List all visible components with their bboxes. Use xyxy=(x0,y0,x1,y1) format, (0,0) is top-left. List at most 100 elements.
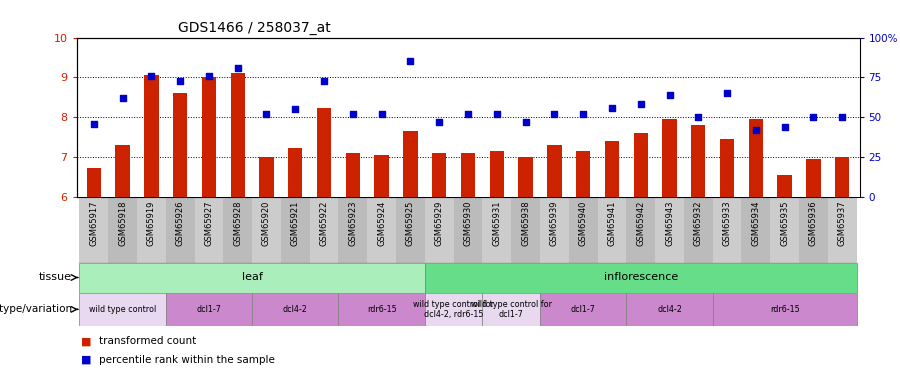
Text: GSM65939: GSM65939 xyxy=(550,200,559,246)
Bar xyxy=(403,131,418,197)
Bar xyxy=(511,197,540,262)
Bar xyxy=(770,197,799,262)
Text: tissue: tissue xyxy=(39,273,72,282)
Text: GSM65917: GSM65917 xyxy=(89,200,98,246)
Point xyxy=(374,111,389,117)
Text: GDS1466 / 258037_at: GDS1466 / 258037_at xyxy=(178,21,331,35)
Point xyxy=(86,121,101,127)
Text: wild type control for
dcl1-7: wild type control for dcl1-7 xyxy=(471,300,552,319)
Text: ■: ■ xyxy=(81,336,92,346)
Text: rdr6-15: rdr6-15 xyxy=(770,305,799,314)
Bar xyxy=(79,197,108,262)
Bar xyxy=(425,262,857,292)
Bar xyxy=(482,292,540,326)
Bar xyxy=(230,74,245,197)
Text: GSM65921: GSM65921 xyxy=(291,200,300,246)
Text: GSM65928: GSM65928 xyxy=(233,200,242,246)
Text: GSM65924: GSM65924 xyxy=(377,200,386,246)
Text: GSM65941: GSM65941 xyxy=(608,200,616,246)
Bar xyxy=(252,197,281,262)
Bar xyxy=(749,119,763,197)
Text: GSM65920: GSM65920 xyxy=(262,200,271,246)
Text: dcl1-7: dcl1-7 xyxy=(196,305,221,314)
Text: genotype/variation: genotype/variation xyxy=(0,304,72,314)
Bar xyxy=(742,197,770,262)
Point xyxy=(490,111,504,117)
Point xyxy=(662,92,677,98)
Text: GSM65942: GSM65942 xyxy=(636,200,645,246)
Text: rdr6-15: rdr6-15 xyxy=(367,305,397,314)
Bar xyxy=(374,155,389,197)
Bar xyxy=(828,197,857,262)
Text: leaf: leaf xyxy=(242,273,263,282)
Point xyxy=(173,78,187,84)
Text: GSM65932: GSM65932 xyxy=(694,200,703,246)
Bar xyxy=(799,197,828,262)
Bar xyxy=(569,197,598,262)
Point xyxy=(432,119,446,125)
Bar xyxy=(288,148,302,197)
Point xyxy=(346,111,360,117)
Bar xyxy=(691,125,706,197)
Text: dcl1-7: dcl1-7 xyxy=(571,305,596,314)
Point xyxy=(576,111,590,117)
Text: GSM65922: GSM65922 xyxy=(320,200,328,246)
Bar xyxy=(540,292,626,326)
Bar xyxy=(598,197,626,262)
Text: GSM65936: GSM65936 xyxy=(809,200,818,246)
Text: GSM65930: GSM65930 xyxy=(464,200,472,246)
Bar xyxy=(576,151,590,197)
Bar xyxy=(540,197,569,262)
Bar xyxy=(518,157,533,197)
Bar xyxy=(310,197,338,262)
Bar xyxy=(626,197,655,262)
Point xyxy=(144,73,158,79)
Point xyxy=(288,106,302,112)
Point xyxy=(749,127,763,133)
Text: ■: ■ xyxy=(81,355,92,365)
Bar xyxy=(634,133,648,197)
Text: wild type control for
dcl4-2, rdr6-15: wild type control for dcl4-2, rdr6-15 xyxy=(413,300,494,319)
Bar xyxy=(720,139,734,197)
Bar xyxy=(713,197,742,262)
Bar xyxy=(432,153,446,197)
Text: GSM65927: GSM65927 xyxy=(204,200,213,246)
Bar xyxy=(605,141,619,197)
Text: GSM65937: GSM65937 xyxy=(838,200,847,246)
Bar xyxy=(662,119,677,197)
Text: GSM65919: GSM65919 xyxy=(147,200,156,246)
Text: inflorescence: inflorescence xyxy=(604,273,678,282)
Point xyxy=(259,111,274,117)
Bar xyxy=(655,197,684,262)
Point xyxy=(835,114,850,120)
Text: GSM65926: GSM65926 xyxy=(176,200,184,246)
Bar xyxy=(86,168,101,197)
Bar xyxy=(259,157,274,197)
Text: percentile rank within the sample: percentile rank within the sample xyxy=(99,355,274,365)
Bar xyxy=(396,197,425,262)
Text: GSM65935: GSM65935 xyxy=(780,200,789,246)
Bar xyxy=(490,151,504,197)
Text: GSM65925: GSM65925 xyxy=(406,200,415,246)
Text: GSM65918: GSM65918 xyxy=(118,200,127,246)
Point xyxy=(691,114,706,120)
Point xyxy=(778,124,792,130)
Point xyxy=(720,90,734,96)
Bar xyxy=(252,292,338,326)
Bar xyxy=(166,197,194,262)
Text: GSM65929: GSM65929 xyxy=(435,200,444,246)
Point xyxy=(115,95,130,101)
Text: GSM65934: GSM65934 xyxy=(752,200,760,246)
Point xyxy=(605,105,619,111)
Text: GSM65938: GSM65938 xyxy=(521,200,530,246)
Bar xyxy=(108,197,137,262)
Bar xyxy=(835,157,850,197)
Bar xyxy=(713,292,857,326)
Bar xyxy=(547,145,562,197)
Text: wild type control: wild type control xyxy=(89,305,157,314)
Bar xyxy=(144,75,158,197)
Text: transformed count: transformed count xyxy=(99,336,196,346)
Text: GSM65940: GSM65940 xyxy=(579,200,588,246)
Point xyxy=(634,101,648,107)
Point xyxy=(230,65,245,71)
